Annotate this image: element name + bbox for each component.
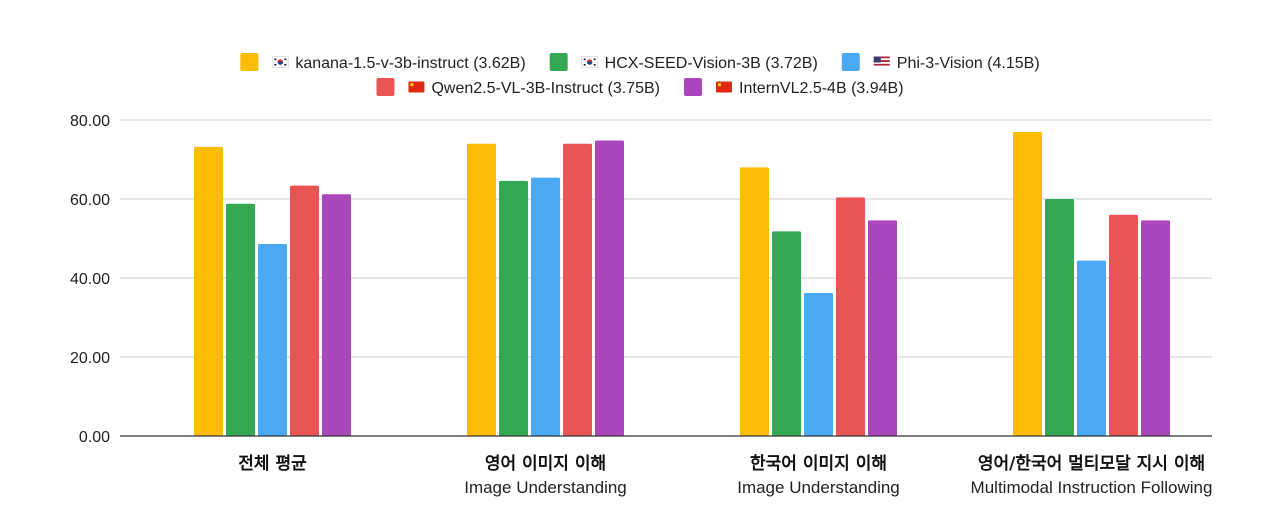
legend-item: HCX-SEED-Vision-3B (3.72B) <box>549 53 818 72</box>
bars <box>194 131 1170 437</box>
flag-us-stripe <box>873 63 890 66</box>
bar <box>563 143 592 436</box>
bar <box>836 197 865 436</box>
bar <box>868 220 897 436</box>
flag-us-stripe <box>873 65 890 68</box>
bar <box>1045 199 1074 436</box>
flag-kr-trigram <box>583 58 586 61</box>
bar <box>1109 214 1138 436</box>
legend-swatch <box>240 53 259 71</box>
y-tick-label: 40.00 <box>70 271 110 288</box>
x-category-label: 전체 평균 <box>238 454 307 474</box>
x-category-label: 영어 이미지 이해 <box>485 454 606 474</box>
flag-kr-trigram <box>593 64 596 66</box>
flag-us-canton <box>873 56 881 63</box>
bar <box>467 143 496 436</box>
legend-item: kanana-1.5-v-3b-instruct (3.62B) <box>240 53 526 72</box>
y-tick-label: 20.00 <box>70 350 110 367</box>
flag-kr-trigram <box>593 58 596 61</box>
bar <box>499 180 528 436</box>
flag-kr-icon <box>272 56 289 68</box>
flag-cn-star <box>717 83 722 87</box>
legend-item: Qwen2.5-VL-3B-Instruct (3.75B) <box>376 78 660 97</box>
flag-kr-trigram <box>284 64 287 66</box>
legend-item: Phi-3-Vision (4.15B) <box>841 53 1040 72</box>
legend-swatch <box>684 78 702 96</box>
bar <box>772 231 801 436</box>
x-category-label: 영어/한국어 멀티모달 지시 이해 <box>978 453 1205 474</box>
flag-kr-trigram <box>583 64 586 66</box>
flag-kr-taegeuk-blue <box>586 62 593 65</box>
flag-cn-star <box>410 83 414 87</box>
x-category-sublabel: Image Understanding <box>737 478 900 497</box>
bar <box>290 185 319 436</box>
bar <box>226 203 255 436</box>
flag-us-stripe <box>873 56 890 59</box>
legend-label: kanana-1.5-v-3b-instruct (3.62B) <box>295 55 525 72</box>
bar <box>595 140 624 437</box>
y-tick-label: 60.00 <box>70 192 110 209</box>
legend-swatch <box>841 53 860 71</box>
x-category-sublabel: Multimodal Instruction Following <box>971 478 1213 497</box>
flag-us-icon <box>873 56 890 68</box>
x-axis: 전체 평균 영어 이미지 이해 Image Understanding 한국어 이미지… <box>120 435 1213 497</box>
flag-us-stripe <box>873 58 890 61</box>
legend-swatch <box>376 78 395 96</box>
flag-us-stripe <box>873 62 890 64</box>
bar <box>531 177 560 437</box>
bar <box>258 244 287 436</box>
x-category-sublabel: Image Understanding <box>464 478 627 497</box>
flag-kr-trigram <box>284 58 287 61</box>
y-tick-label: 0.00 <box>79 429 110 446</box>
bar <box>322 194 351 436</box>
legend-item: InternVL2.5-4B (3.94B) <box>684 78 904 97</box>
bar <box>1013 131 1042 436</box>
legend-label: HCX-SEED-Vision-3B (3.72B) <box>605 55 818 72</box>
legend-label: InternVL2.5-4B (3.94B) <box>739 80 904 97</box>
y-tick-label: 80.00 <box>70 113 110 130</box>
bar <box>194 146 223 437</box>
flag-kr-taegeuk-blue <box>277 62 284 65</box>
flag-kr-trigram <box>274 64 277 66</box>
bar <box>1141 220 1170 436</box>
legend: kanana-1.5-v-3b-instruct (3.62B) HCX-SEED… <box>240 53 1040 97</box>
bar <box>1077 260 1106 436</box>
flag-cn-field <box>408 81 425 93</box>
flag-cn-icon <box>716 81 732 93</box>
bar <box>804 293 833 436</box>
flag-us-stripe <box>873 60 890 62</box>
flag-cn-icon <box>408 81 425 93</box>
flag-kr-trigram <box>274 58 277 61</box>
legend-label: Phi-3-Vision (4.15B) <box>897 55 1040 72</box>
flag-cn-field <box>716 81 732 93</box>
flag-kr-icon <box>581 56 598 68</box>
legend-swatch <box>549 53 568 71</box>
bar <box>740 167 769 436</box>
legend-label: Qwen2.5-VL-3B-Instruct (3.75B) <box>431 80 660 97</box>
y-axis: 0.00 20.00 40.00 60.00 80.00 <box>70 113 110 446</box>
x-category-label: 한국어 이미지 이해 <box>750 454 887 474</box>
